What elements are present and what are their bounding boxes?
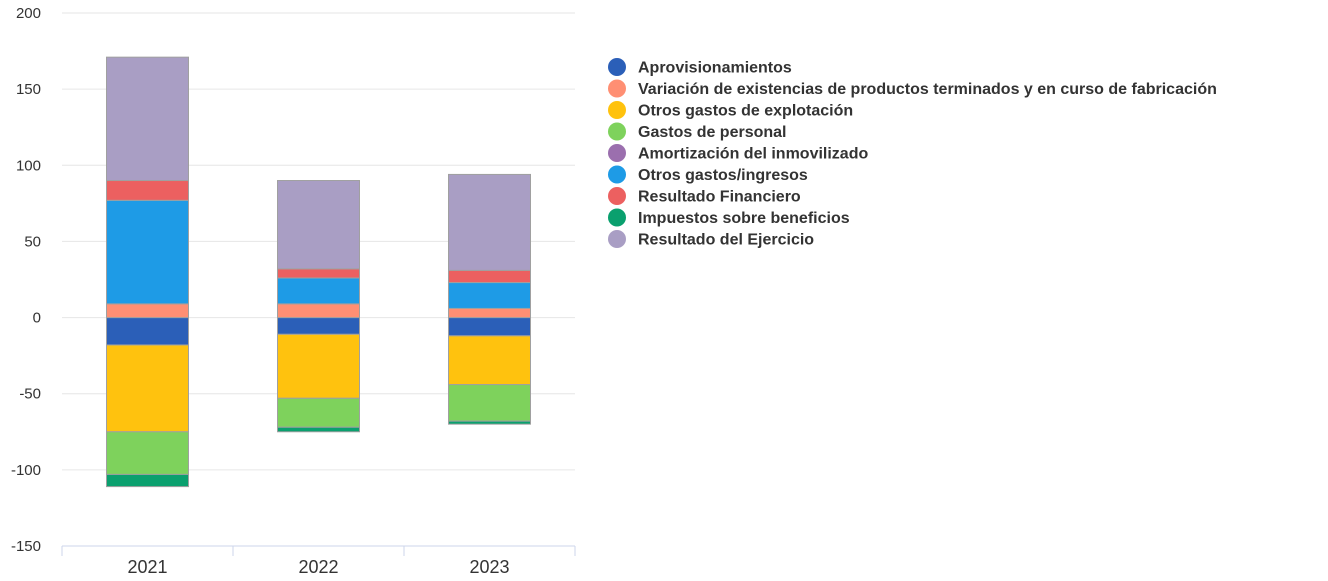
legend-label: Resultado Financiero bbox=[638, 189, 801, 206]
legend-marker bbox=[608, 144, 626, 162]
x-tick-label: 2021 bbox=[127, 557, 167, 577]
legend-item[interactable]: Aprovisionamientos bbox=[608, 58, 792, 77]
legend-label: Variación de existencias de productos te… bbox=[638, 81, 1217, 98]
bar-segment[interactable] bbox=[277, 268, 360, 279]
bar-segment[interactable] bbox=[448, 269, 531, 284]
legend-marker bbox=[608, 187, 626, 205]
bar-segment[interactable] bbox=[277, 426, 360, 433]
bar-segment[interactable] bbox=[448, 307, 531, 319]
x-axis: 2021 2022 2023 bbox=[61, 545, 576, 577]
legend-item[interactable]: Resultado Financiero bbox=[608, 187, 801, 206]
bar-segment[interactable] bbox=[106, 180, 189, 201]
bar-segment[interactable] bbox=[448, 282, 531, 309]
y-tick-label: 150 bbox=[16, 81, 41, 98]
y-tick-label: 0 bbox=[33, 310, 41, 327]
bar-segment[interactable] bbox=[106, 303, 189, 319]
legend-item[interactable]: Gastos de personal bbox=[608, 122, 787, 142]
y-axis: -150 -100 -50 0 50 100 150 200 bbox=[11, 5, 41, 555]
bar-segment[interactable] bbox=[277, 277, 360, 305]
bars bbox=[106, 56, 531, 488]
legend-item[interactable]: Impuestos sobre beneficios bbox=[608, 208, 850, 228]
y-tick-label: 50 bbox=[24, 233, 41, 250]
bar-segment[interactable] bbox=[448, 384, 531, 422]
legend-label: Otros gastos/ingresos bbox=[638, 167, 808, 184]
bar-segment[interactable] bbox=[448, 335, 531, 386]
legend-item[interactable]: Resultado del Ejercicio bbox=[608, 230, 814, 249]
legend-label: Otros gastos de explotación bbox=[638, 103, 853, 120]
legend-item[interactable]: Otros gastos/ingresos bbox=[608, 165, 808, 185]
bar-segment[interactable] bbox=[277, 303, 360, 319]
bar-segment[interactable] bbox=[277, 180, 360, 270]
legend-marker bbox=[608, 58, 626, 76]
legend-item[interactable]: Amortización del inmovilizado bbox=[608, 144, 868, 163]
legend-marker bbox=[608, 101, 626, 119]
legend-marker bbox=[608, 230, 626, 248]
y-tick-label: -100 bbox=[11, 462, 41, 479]
legend: Aprovisionamientos Variación de existenci… bbox=[608, 58, 1217, 249]
x-tick-label: 2023 bbox=[469, 557, 509, 577]
legend-item[interactable]: Variación de existencias de productos te… bbox=[608, 79, 1217, 99]
y-tick-label: -50 bbox=[19, 386, 41, 403]
legend-item[interactable]: Otros gastos de explotación bbox=[608, 101, 853, 120]
legend-label: Impuestos sobre beneficios bbox=[638, 210, 850, 227]
bar-segment[interactable] bbox=[277, 397, 360, 428]
x-tick-label: 2022 bbox=[298, 557, 338, 577]
bar-segment[interactable] bbox=[448, 317, 531, 337]
legend-label: Amortización del inmovilizado bbox=[638, 146, 868, 163]
legend-marker bbox=[608, 208, 626, 227]
bar-segment[interactable] bbox=[106, 56, 189, 182]
bar-segment[interactable] bbox=[106, 431, 189, 475]
legend-marker bbox=[608, 122, 626, 141]
bar-segment[interactable] bbox=[277, 333, 360, 399]
y-tick-label: 100 bbox=[16, 157, 41, 174]
y-tick-label: 200 bbox=[16, 5, 41, 22]
bar-segment[interactable] bbox=[277, 317, 360, 335]
legend-label: Aprovisionamientos bbox=[638, 60, 792, 77]
bar-segment[interactable] bbox=[448, 420, 531, 425]
legend-label: Resultado del Ejercicio bbox=[638, 232, 814, 249]
bar-segment[interactable] bbox=[448, 173, 531, 271]
legend-marker bbox=[608, 79, 626, 98]
legend-label: Gastos de personal bbox=[638, 124, 787, 141]
bar-segment[interactable] bbox=[106, 473, 189, 488]
y-tick-label: -150 bbox=[11, 538, 41, 555]
bar-segment[interactable] bbox=[106, 199, 189, 305]
bar-segment[interactable] bbox=[106, 344, 189, 433]
bar-segment[interactable] bbox=[106, 317, 189, 346]
legend-marker bbox=[608, 165, 626, 184]
